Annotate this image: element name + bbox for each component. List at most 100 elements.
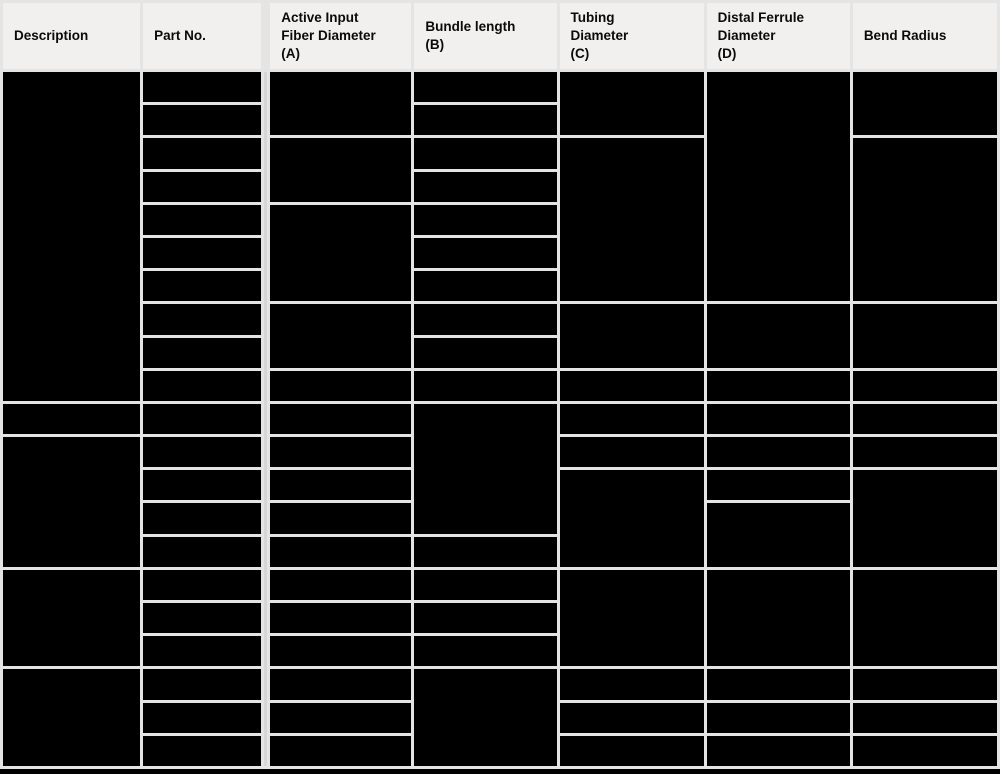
header-row: Description Part No. Active Input Fiber … (3, 3, 997, 69)
cell-bend_radius-r19 (852, 669, 997, 700)
table-row-11 (3, 403, 997, 534)
cell-ferrule_d-r12 (706, 437, 850, 468)
cell-description-r11 (3, 403, 141, 435)
col-header-bundle-length: Bundle length (B) (414, 3, 557, 69)
cell-part_no-r8 (143, 304, 262, 335)
cell-tubing_c-r1 (559, 72, 704, 136)
table-row-18 (3, 636, 997, 667)
header-label-line: (A) (281, 46, 300, 61)
cell-description-r19 (3, 669, 141, 766)
cell-fiber_a-r1 (270, 72, 412, 136)
cell-description-r1 (3, 72, 141, 401)
table-row-21 (3, 735, 997, 766)
col-header-part-no: Part No. (143, 3, 262, 69)
cell-tubing_c-r11 (559, 403, 704, 435)
cell-fiber_a-r8 (270, 304, 412, 368)
cell-fiber_a-r21 (270, 735, 412, 766)
cell-bend_radius-r11 (852, 403, 997, 435)
cell-bend_radius-r16 (852, 569, 997, 667)
table-row-1 (3, 72, 997, 766)
cell-ferrule_d-r10 (706, 370, 850, 401)
cell-ferrule_d-r8 (706, 304, 850, 368)
cell-tubing_c-r10 (559, 370, 704, 401)
cell-part_no-r3 (143, 138, 262, 169)
cell-bend_radius-r1 (852, 72, 997, 136)
cell-description-r12 (3, 437, 141, 567)
cell-bundle_b-r9 (414, 337, 557, 368)
cell-ferrule_d-r19 (706, 669, 850, 700)
cell-bend_radius-r20 (852, 702, 997, 733)
table-row-7 (3, 271, 997, 302)
header-label-line: Fiber Diameter (281, 28, 376, 43)
cell-part_no-r16 (143, 569, 262, 600)
cell-bundle_b-r16 (414, 569, 557, 600)
table-row-20 (3, 702, 997, 733)
cell-tubing_c-r16 (559, 569, 704, 667)
header-label-line: Active Input (281, 10, 359, 25)
cell-bundle_b-r15 (414, 536, 557, 567)
header-label-line: (C) (570, 46, 590, 61)
header-label-line: Diameter (570, 28, 629, 43)
table-body (3, 72, 997, 766)
cell-tubing_c-r3 (559, 138, 704, 302)
cell-part_no-r21 (143, 735, 262, 766)
table-row-4 (3, 171, 997, 202)
cell-bundle_b-r17 (414, 603, 557, 634)
cell-fiber_a-r17 (270, 603, 412, 634)
cell-bundle_b-r3 (414, 138, 557, 169)
cell-tubing_c-r19 (559, 669, 704, 700)
cell-fiber_a-r16 (270, 569, 412, 600)
cell-bundle_b-r10 (414, 370, 557, 401)
cell-bundle_b-r4 (414, 171, 557, 202)
cell-fiber_a-r10 (270, 370, 412, 401)
col-header-distal-ferrule-diameter: Distal Ferrule Diameter (D) (706, 3, 850, 69)
cell-fiber_a-r18 (270, 636, 412, 667)
cell-ferrule_d-r13 (706, 470, 850, 501)
header-label-line: Bundle length (425, 19, 516, 34)
cell-fiber_a-r19 (270, 669, 412, 700)
table-row-14 (3, 503, 997, 567)
header-label-line: Distal Ferrule (717, 10, 804, 25)
table-row-13 (3, 470, 997, 567)
cell-fiber_a-r3 (270, 138, 412, 202)
cell-fiber_a-r14 (270, 503, 412, 534)
table-row-16 (3, 569, 997, 667)
cell-part_no-r20 (143, 702, 262, 733)
col-header-description: Description (3, 3, 141, 69)
col-header-tubing-diameter: Tubing Diameter (C) (559, 3, 704, 69)
cell-ferrule_d-r11 (706, 403, 850, 435)
cell-part_no-r6 (143, 237, 262, 269)
cell-ferrule_d-r14 (706, 503, 850, 567)
cell-bend_radius-r8 (852, 304, 997, 368)
header-label-line: Tubing (570, 10, 615, 25)
cell-bundle_b-r7 (414, 271, 557, 302)
cell-ferrule_d-r20 (706, 702, 850, 733)
cell-fiber_a-r13 (270, 470, 412, 501)
cell-bundle_b-r2 (414, 105, 557, 136)
cell-bundle_b-r11 (414, 403, 557, 534)
cell-fiber_a-r20 (270, 702, 412, 733)
col-header-active-input-fiber-diameter: Active Input Fiber Diameter (A) (270, 3, 412, 69)
header-label-line: (D) (717, 46, 737, 61)
cell-bend_radius-r12 (852, 437, 997, 468)
cell-fiber_a-r5 (270, 204, 412, 302)
cell-ferrule_d-r21 (706, 735, 850, 766)
cell-bundle_b-r19 (414, 669, 557, 766)
table-row-2 (3, 105, 997, 136)
cell-bundle_b-r18 (414, 636, 557, 667)
cell-part_no-r5 (143, 204, 262, 235)
cell-bundle_b-r1 (414, 72, 557, 103)
table-row-10 (3, 370, 997, 401)
col-header-bend-radius: Bend Radius (852, 3, 997, 69)
cell-part_no-r10 (143, 370, 262, 401)
cell-ferrule_d-r16 (706, 569, 850, 667)
cell-part_no-r9 (143, 337, 262, 368)
cell-fiber_a-r12 (270, 437, 412, 468)
cell-bend_radius-r13 (852, 470, 997, 567)
cell-bundle_b-r8 (414, 304, 557, 335)
cell-tubing_c-r8 (559, 304, 704, 368)
cell-tubing_c-r21 (559, 735, 704, 766)
cell-tubing_c-r13 (559, 470, 704, 567)
cell-bend_radius-r3 (852, 138, 997, 302)
